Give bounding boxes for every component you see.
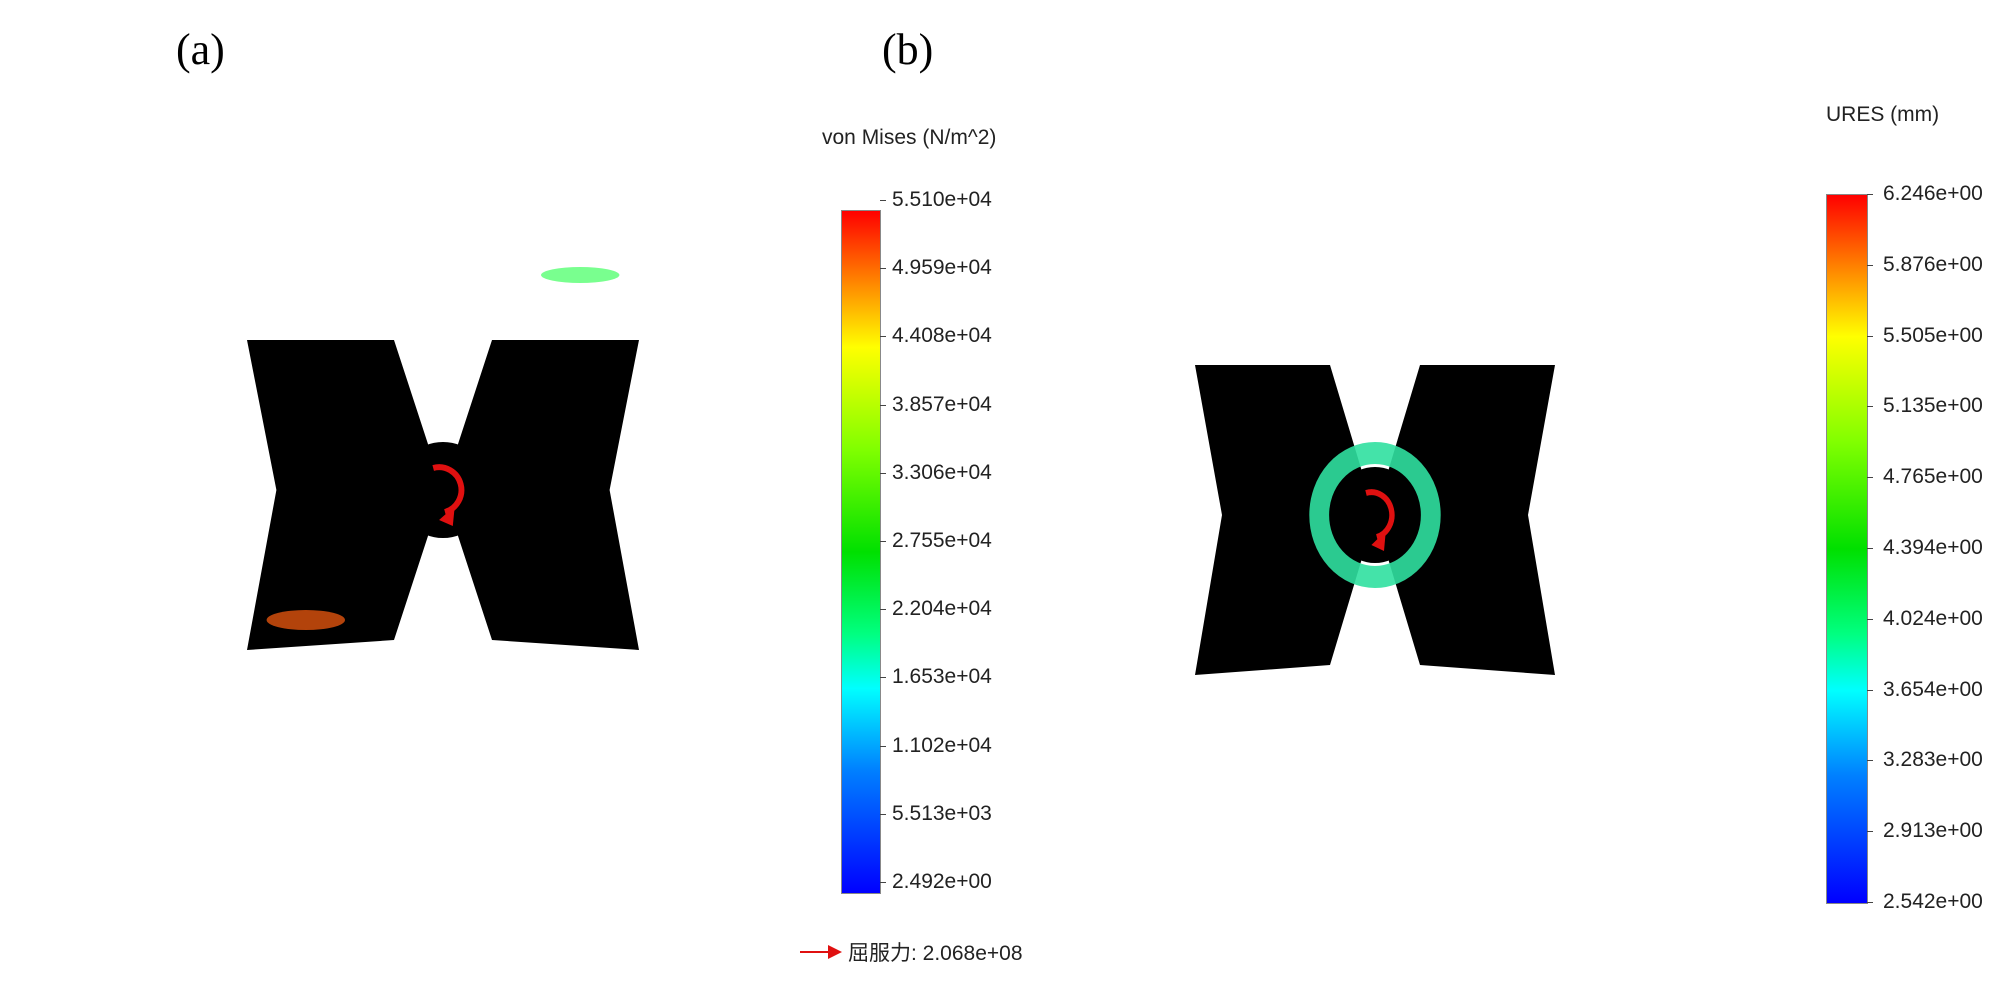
colorbar-tick-label: 5.510e+04 xyxy=(892,188,992,211)
colorbar-tick xyxy=(880,882,886,883)
colorbar-tick-label: 5.513e+03 xyxy=(892,801,992,825)
colorbar-tick-label: 4.959e+04 xyxy=(892,256,992,280)
colorbar-tick xyxy=(880,200,886,201)
turbine-model-stress xyxy=(146,129,740,820)
stress-hotspot xyxy=(541,267,620,283)
colorbar-tick xyxy=(880,541,886,542)
legend-title-von-mises: von Mises (N/m^2) xyxy=(822,126,997,149)
colorbar-tick-label: 1.653e+04 xyxy=(892,665,992,689)
colorbar-tick xyxy=(880,745,886,747)
stress-hotspot xyxy=(266,610,345,630)
colorbar-tick xyxy=(880,813,886,815)
colorbar-tick xyxy=(880,336,886,338)
colorbar-tick xyxy=(1867,335,1873,337)
colorbar-tick-label: 3.283e+00 xyxy=(1883,748,1983,772)
legend-title-ures: URES (mm) xyxy=(1826,103,1940,126)
colorbar-tick xyxy=(880,677,886,679)
turbine-model-displacement xyxy=(1102,154,1648,845)
colorbar-tick-label: 5.505e+00 xyxy=(1883,323,1983,347)
colorbar-tick xyxy=(1867,831,1873,833)
panel-label-b: (b) xyxy=(882,25,934,74)
colorbar-tick-label: 5.876e+00 xyxy=(1883,252,1983,276)
colorbar-tick-label: 4.408e+04 xyxy=(892,324,992,348)
colorbar-tick xyxy=(1867,689,1873,691)
arrow-right-icon xyxy=(800,945,842,959)
colorbar-tick xyxy=(1867,264,1873,266)
colorbar-tick xyxy=(880,268,886,270)
colorbar-tick-label: 4.024e+00 xyxy=(1883,606,1983,630)
colorbar-tick-label: 3.306e+04 xyxy=(892,460,992,484)
colorbar-tick-label: 1.102e+04 xyxy=(892,733,992,757)
colorbar-von-mises xyxy=(841,210,881,894)
yield-strength-indicator: 屈服力: 2.068e+08 xyxy=(800,937,1023,967)
colorbar-tick-label: 2.204e+04 xyxy=(892,597,992,621)
colorbar-tick-label: 2.542e+00 xyxy=(1883,890,1983,913)
colorbar-tick-label: 4.765e+00 xyxy=(1883,465,1983,489)
colorbar-tick xyxy=(1867,760,1873,762)
colorbar-tick xyxy=(880,404,886,406)
colorbar-tick-label: 6.246e+00 xyxy=(1883,182,1983,205)
colorbar-tick xyxy=(1867,902,1873,903)
panel-label-a: (a) xyxy=(176,25,225,74)
colorbar-tick xyxy=(1867,618,1873,620)
colorbar-tick-label: 2.755e+04 xyxy=(892,529,992,552)
colorbar-tick xyxy=(1867,477,1873,479)
colorbar-tick-label: 3.654e+00 xyxy=(1883,677,1983,701)
colorbar-tick-label: 2.492e+00 xyxy=(892,870,992,893)
colorbar-tick-label: 5.135e+00 xyxy=(1883,394,1983,418)
colorbar-tick xyxy=(1867,548,1873,549)
colorbar-tick xyxy=(1867,194,1873,195)
yield-strength-label: 屈服力: 2.068e+08 xyxy=(848,942,1023,965)
colorbar-tick-label: 2.913e+00 xyxy=(1883,819,1983,843)
colorbar-tick xyxy=(880,609,886,611)
colorbar-ures xyxy=(1826,194,1868,904)
colorbar-tick xyxy=(1867,406,1873,408)
colorbar-tick-label: 3.857e+04 xyxy=(892,392,992,416)
displacement-gradient xyxy=(1309,442,1441,588)
colorbar-tick-label: 4.394e+00 xyxy=(1883,536,1983,559)
colorbar-tick xyxy=(880,472,886,474)
